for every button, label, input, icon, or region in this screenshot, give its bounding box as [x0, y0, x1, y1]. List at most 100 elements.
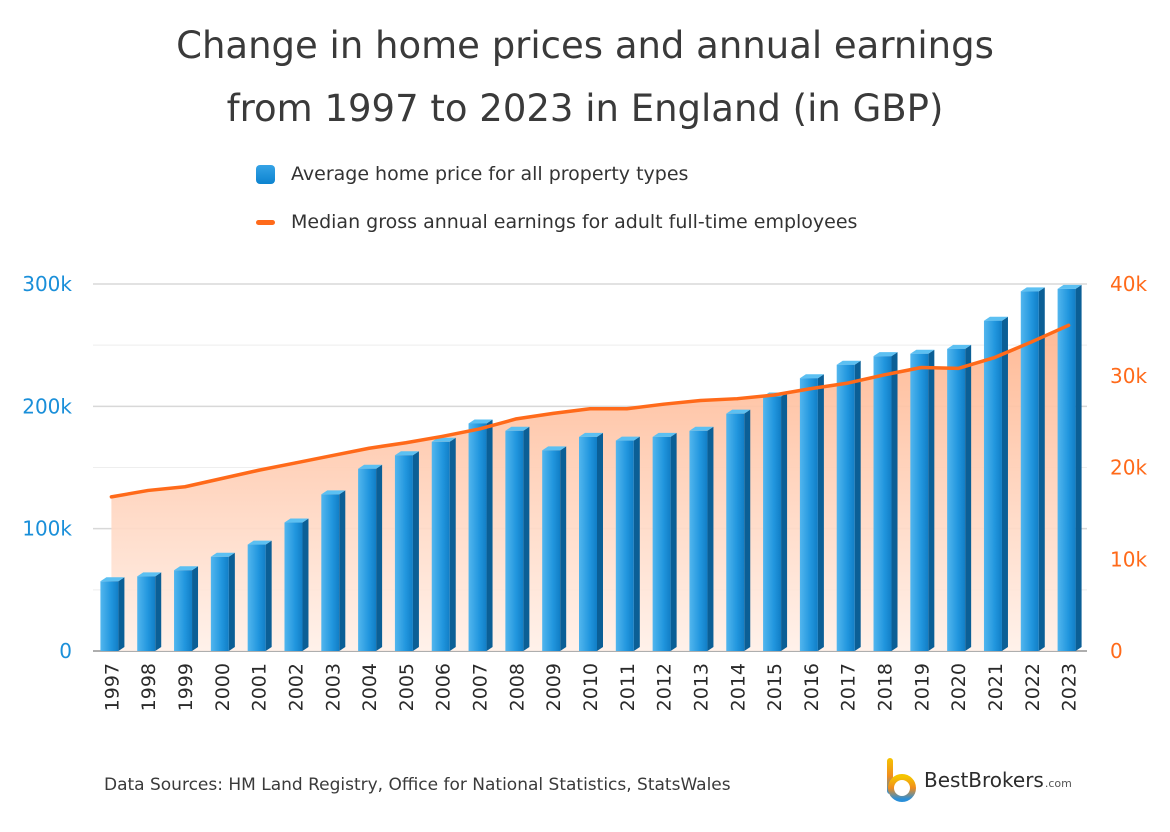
bar-side — [118, 577, 125, 651]
brand-logo[interactable]: BestBrokers .com — [884, 756, 1072, 804]
bar-front — [1057, 288, 1076, 651]
bar-2008 — [505, 426, 530, 651]
bar-front — [394, 455, 413, 651]
bar-front — [137, 576, 156, 651]
legend-item-home-price: Average home price for all property type… — [256, 158, 857, 190]
bar-front — [174, 570, 193, 651]
bar-top — [983, 316, 1008, 321]
bar-side — [1001, 316, 1008, 651]
bar-front — [910, 353, 929, 651]
earnings-point-2001 — [257, 468, 261, 472]
bar-front — [579, 436, 597, 651]
bar-front — [615, 440, 634, 651]
title-line-2: from 1997 to 2023 in England (in GBP) — [226, 87, 944, 130]
bar-2013 — [689, 426, 714, 651]
bar-top — [247, 540, 272, 545]
bar-1997 — [100, 577, 125, 651]
line-swatch-icon — [256, 219, 275, 225]
bar-side — [560, 446, 567, 651]
bar-2023 — [1057, 284, 1082, 651]
bar-front — [542, 450, 561, 651]
legend-label-home-price: Average home price for all property type… — [291, 163, 689, 185]
brand-domain: .com — [1044, 776, 1072, 790]
x-axis-tick-label: 2002 — [285, 663, 307, 711]
x-axis-tick-label: 2023 — [1059, 663, 1081, 711]
bar-top — [468, 419, 493, 424]
bar-2022 — [1020, 287, 1045, 651]
earnings-point-2005 — [404, 441, 408, 445]
bar-top — [505, 426, 530, 431]
earnings-point-2000 — [220, 477, 224, 481]
bar-front — [652, 436, 671, 651]
bar-2018 — [873, 352, 898, 651]
bar-2007 — [468, 419, 493, 651]
bar-side — [376, 464, 383, 651]
bar-top — [726, 409, 751, 414]
bar-2015 — [763, 392, 788, 651]
bar-1998 — [137, 572, 162, 651]
x-axis-tick-label: 2008 — [506, 663, 528, 711]
title-line-1: Change in home prices and annual earning… — [176, 24, 994, 67]
bar-top — [910, 349, 935, 354]
earnings-point-2021 — [993, 355, 997, 359]
x-axis-tick-label: 1998 — [138, 663, 160, 711]
x-axis-tick-label: 2009 — [543, 663, 565, 711]
x-axis-tick-label: 2015 — [764, 663, 786, 711]
bar-side — [523, 426, 530, 651]
x-axis-tick-label: 2022 — [1022, 663, 1044, 711]
bar-top — [542, 446, 567, 451]
x-axis-tick-label: 2014 — [727, 663, 749, 711]
bar-front — [100, 581, 119, 651]
brand-name: BestBrokers — [924, 768, 1044, 792]
bar-side — [744, 409, 751, 651]
bar-side — [781, 392, 788, 651]
bar-2009 — [542, 446, 567, 651]
x-axis-tick-label: 2006 — [433, 663, 455, 711]
bar-front — [689, 430, 708, 651]
bar-top — [873, 352, 898, 357]
bar-top — [100, 577, 125, 582]
data-source-note: Data Sources: HM Land Registry, Office f… — [104, 775, 731, 795]
bar-side — [449, 437, 456, 651]
bar-side — [670, 432, 677, 651]
x-axis-tick-label: 1997 — [101, 663, 123, 711]
bar-top — [615, 436, 640, 441]
bar-2004 — [358, 464, 383, 651]
bar-front — [247, 544, 266, 651]
earnings-point-1997 — [109, 495, 113, 499]
bar-side — [854, 360, 861, 651]
x-axis-tick-label: 1999 — [175, 663, 197, 711]
bar-2003 — [321, 490, 346, 651]
bar-2000 — [210, 552, 235, 651]
bar-side — [928, 349, 935, 651]
bar-side — [1075, 284, 1082, 651]
bar-side — [707, 426, 714, 651]
x-axis-tick-label: 2000 — [212, 663, 234, 711]
bar-top — [652, 432, 677, 437]
right-axis-tick-label: 0 — [1110, 639, 1123, 663]
earnings-point-2006 — [441, 434, 445, 438]
bar-front — [210, 556, 229, 651]
bar-top — [358, 464, 383, 469]
bar-swatch-icon — [256, 164, 275, 184]
bar-front — [431, 441, 450, 651]
earnings-point-2012 — [662, 402, 666, 406]
bar-front — [505, 430, 524, 651]
bar-side — [633, 436, 640, 651]
bar-2010 — [579, 432, 603, 651]
earnings-point-2004 — [367, 446, 371, 450]
bar-2020 — [947, 344, 972, 651]
bar-side — [817, 374, 824, 651]
bar-2006 — [431, 437, 456, 651]
right-axis-tick-label: 20k — [1110, 456, 1147, 480]
x-axis-tick-label: 2016 — [801, 663, 823, 711]
bar-front — [947, 348, 966, 651]
x-axis-tick-label: 2003 — [322, 663, 344, 711]
bar-side — [265, 540, 272, 651]
earnings-point-2007 — [478, 427, 482, 431]
x-axis-tick-label: 2013 — [690, 663, 712, 711]
bar-side — [339, 490, 346, 651]
x-axis-tick-label: 2012 — [654, 663, 676, 711]
bar-2012 — [652, 432, 677, 651]
